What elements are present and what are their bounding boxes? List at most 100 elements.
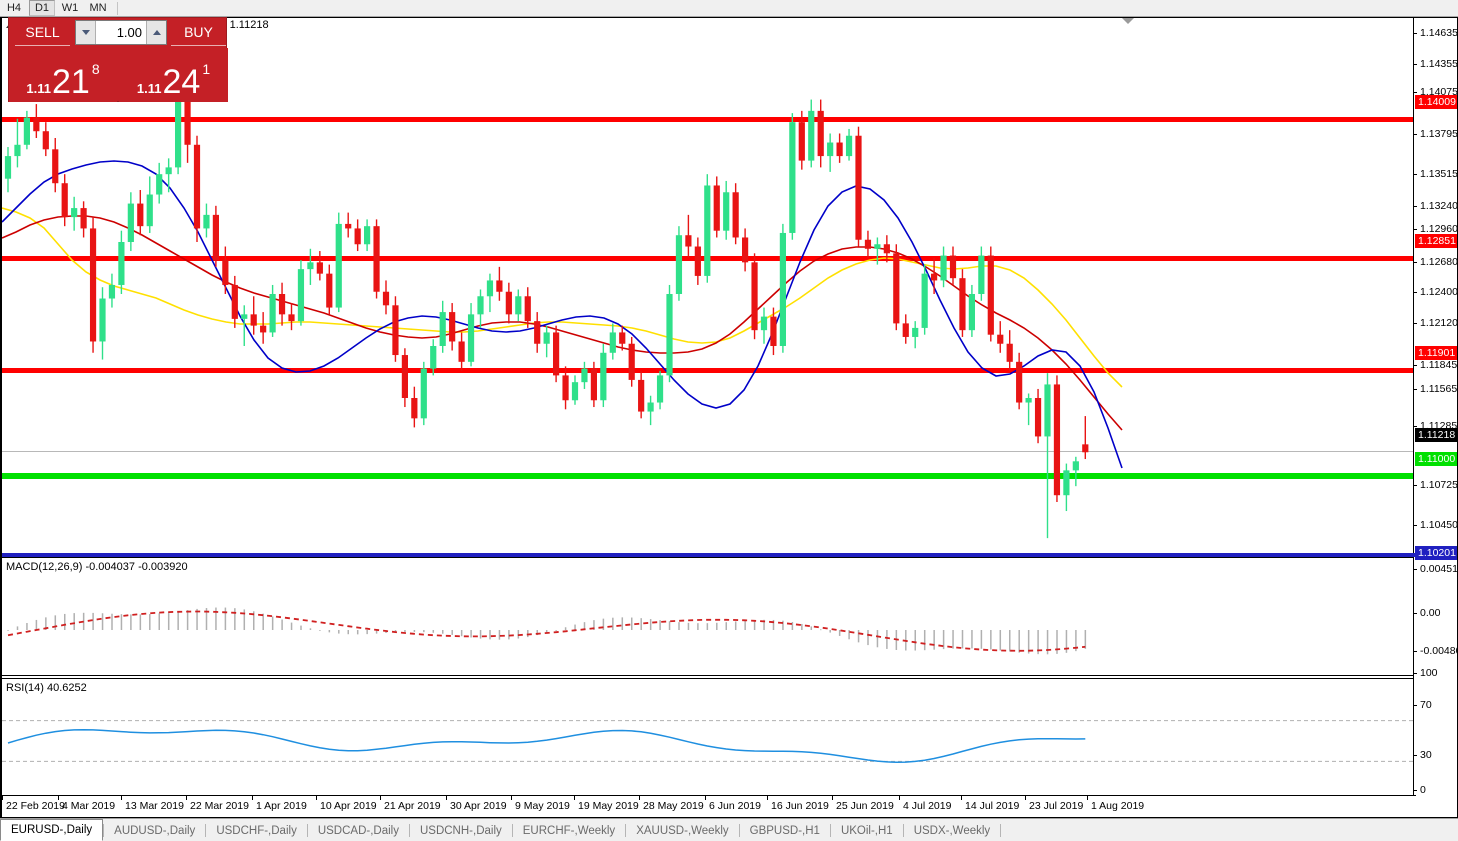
time-scale-axis[interactable]: 22 Feb 2019 4 Mar 2019 13 Mar 2019 22 Mar 2… [2,795,1416,817]
chart-tab-usdchf-daily[interactable]: USDCHF-,Daily [216,824,297,837]
chart-tab-xauusd-weekly[interactable]: XAUUSD-,Weekly [636,824,729,837]
timeframe-mn[interactable]: MN [89,2,107,14]
chart-tab-eurusd-daily[interactable]: EURUSD-,Daily [0,819,104,841]
candle-body [751,262,758,331]
rsi-pane[interactable]: RSI(14) 40.6252 [2,680,1416,797]
blue-level-label[interactable]: 1.10201 [1415,546,1457,560]
candle-body [808,110,815,161]
candle-body [656,375,664,403]
macd-histogram-bar [111,613,113,630]
macd-histogram-bar [1027,630,1030,654]
candle-body [562,375,569,401]
macd-histogram-bar [186,610,189,630]
sell-button[interactable]: 1.11 21 8 [9,48,117,102]
chart-tab-ukoil-h1[interactable]: UKOil-,H1 [840,824,893,837]
resistance-1-label[interactable]: 1.14009 [1415,95,1457,109]
macd-histogram-bar [1046,630,1049,655]
resistance-3-label[interactable]: 1.11901 [1415,346,1457,360]
timeframe-d1[interactable]: D1 [29,0,55,16]
macd-histogram-bar [649,619,652,630]
chart-tab-usdx-weekly[interactable]: USDX-,Weekly [913,824,991,837]
macd-histogram-bar [990,630,992,650]
macd-histogram-bar [697,623,699,630]
candle-body [193,144,201,229]
chart-tab-audusd-daily[interactable]: AUDUSD-,Daily [114,824,196,837]
timeframe-w1[interactable]: W1 [61,2,79,14]
macd-histogram-bar [801,623,803,630]
chart-area[interactable]: EURUSD-,Daily 1.11065 1.11317 1.11056 1.… [0,17,1458,818]
macd-histogram-bar [829,630,831,633]
timeframe-toolbar: H4 D1 W1 MN [0,0,1458,17]
price-scale-axis[interactable]: 1.14635 1.14355 1.14075 1.13795 1.13515 1.132… [1413,18,1457,817]
candle-body [1016,361,1023,403]
chart-tab-eurchf-weekly[interactable]: EURCHF-,Weekly [522,824,616,837]
price-tick-11: 1.11565 [1414,383,1457,395]
chart-tabs-bar[interactable]: EURUSD-,Daily AUDUSD-,Daily USDCHF-,Daily U… [0,818,1458,841]
candle-body [628,343,635,380]
candle-body [987,255,994,335]
macd-histogram-bar [753,620,756,630]
macd-histogram-bar [404,630,406,633]
macd-histogram-bar [149,614,151,630]
macd-histogram-bar [640,618,642,630]
price-tick-13: 1.10725 [1414,479,1457,491]
time-tick-2: 13 Mar 2019 [121,796,184,812]
volume-increase-icon[interactable] [146,21,166,44]
price-pane[interactable] [2,32,1416,556]
chart-tab-gbpusd-h1[interactable]: GBPUSD-,H1 [749,824,820,837]
candle-body [486,280,494,297]
tab-divider [829,823,831,837]
support-line [2,473,1416,479]
rsi-tick-2: 30 [1414,749,1432,761]
candle-body [250,314,257,326]
macd-histogram-bar [64,613,66,630]
volume-decrease-icon[interactable] [76,21,96,44]
candle-body [477,296,484,315]
pane-divider-rsi-top [2,675,1457,676]
timeframe-h4[interactable]: H4 [6,2,22,14]
candle-body [127,203,134,242]
tab-divider [511,823,513,837]
macd-histogram-bar [167,612,170,630]
one-click-trading-panel[interactable]: SELL 1.00 BUY 1.11 21 8 1.11 24 1 [8,17,228,102]
macd-histogram-bar [744,620,746,630]
buy-button[interactable]: 1.11 24 1 [119,48,228,102]
macd-histogram-bar [914,630,916,651]
macd-histogram-bar [177,611,179,630]
candle-body [968,294,975,331]
macd-pane[interactable]: MACD(12,26,9) -0.004037 -0.003920 [2,559,1416,675]
macd-histogram-bar [432,630,435,633]
resistance-2-label[interactable]: 1.12851 [1415,234,1457,248]
macd-histogram-bar [555,630,557,631]
macd-histogram-bar [536,630,538,636]
macd-histogram-bar [772,619,775,630]
chart-tab-usdcnh-daily[interactable]: USDCNH-,Daily [419,824,502,837]
volume-stepper[interactable]: 1.00 [75,20,167,45]
candle-body [52,149,59,184]
candle-body [231,284,238,319]
macd-histogram-bar [791,622,794,630]
candle-body [600,352,607,401]
macd-histogram-bar [309,628,312,630]
macd-histogram-bar [35,619,38,630]
current-price-label[interactable]: 1.11218 [1415,428,1457,442]
macd-histogram-bar [848,630,850,640]
volume-input[interactable]: 1.00 [116,25,142,40]
candle-body [118,242,125,285]
time-tick-1: 4 Mar 2019 [57,796,116,812]
sell-price-prefix: 1.11 [26,81,51,96]
macd-histogram-bar [498,630,501,640]
candle-body [33,117,40,132]
candle-body [1063,470,1070,496]
candle-body [789,122,796,233]
resistance-line-3 [2,368,1416,373]
chart-tab-usdcad-daily[interactable]: USDCAD-,Daily [317,824,399,837]
support-label[interactable]: 1.11000 [1415,452,1457,466]
candle-body [553,332,560,376]
macd-histogram-bar [26,623,28,630]
candle-body [590,368,597,401]
macd-histogram-bar [602,618,605,630]
time-tick-5: 10 Apr 2019 [316,796,377,812]
candle-body [902,323,909,337]
candle-body [534,321,541,344]
